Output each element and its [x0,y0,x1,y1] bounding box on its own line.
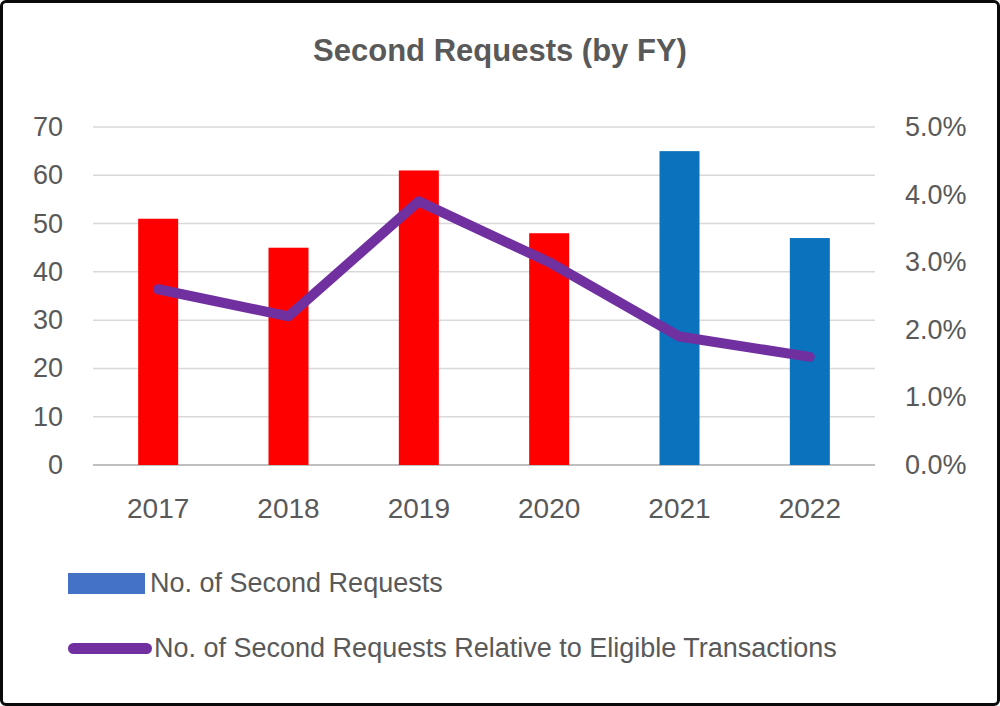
left-axis-tick-label: 70 [33,112,63,142]
legend-bar-swatch-icon [68,573,145,594]
bar-2018 [269,248,309,465]
legend-line-swatch-icon [68,643,152,654]
x-axis-label-2022: 2022 [779,493,841,524]
legend-item-second-requests: No. of Second Requests [68,565,837,601]
legend-label-relative-pct: No. of Second Requests Relative to Eligi… [154,633,837,664]
bar-2021 [660,151,700,465]
left-axis-tick-label: 20 [33,353,63,383]
x-axis-label-2017: 2017 [127,493,189,524]
right-axis-tick-label: 4.0% [905,180,967,210]
bar-2017 [138,219,178,465]
x-axis-label-2020: 2020 [518,493,580,524]
right-axis-tick-label: 5.0% [905,112,967,142]
left-axis-tick-label: 10 [33,402,63,432]
x-axis-label-2021: 2021 [648,493,710,524]
left-axis-tick-label: 30 [33,305,63,335]
right-axis-tick-label: 2.0% [905,315,967,345]
left-axis-tick-label: 50 [33,209,63,239]
chart-legend: No. of Second Requests No. of Second Req… [68,565,837,666]
x-axis-label-2019: 2019 [388,493,450,524]
legend-label-second-requests: No. of Second Requests [150,568,443,599]
right-axis-tick-label: 0.0% [905,450,967,480]
chart-frame: Second Requests (by FY) 0102030405060700… [0,0,1000,706]
chart-plot-area: 0 10 20 30 40 50 60 70 0.0% 1.0% 2.0% 3.0% 4.0% 5.0% 2… [3,3,997,543]
left-axis-tick-label: 0 [48,450,63,480]
x-axis-label-2018: 2018 [257,493,319,524]
legend-item-relative-pct: No. of Second Requests Relative to Eligi… [68,630,837,666]
right-axis-tick-label: 1.0% [905,382,967,412]
line-relative-pct [158,201,810,356]
right-axis-tick-label: 3.0% [905,247,967,277]
left-axis-tick-label: 60 [33,160,63,190]
left-axis-tick-label: 40 [33,257,63,287]
